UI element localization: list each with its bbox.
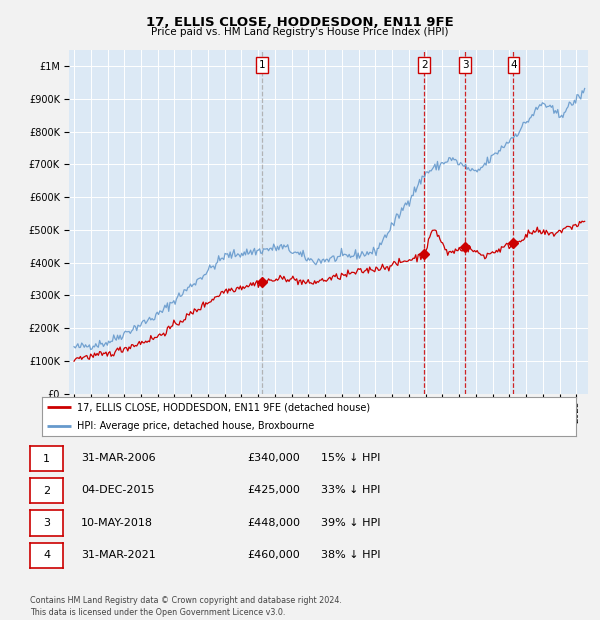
Text: 1: 1: [259, 60, 266, 70]
Text: Price paid vs. HM Land Registry's House Price Index (HPI): Price paid vs. HM Land Registry's House …: [151, 27, 449, 37]
Text: 3: 3: [462, 60, 469, 70]
Text: 31-MAR-2021: 31-MAR-2021: [81, 550, 156, 560]
Text: 3: 3: [43, 518, 50, 528]
Text: £448,000: £448,000: [247, 518, 300, 528]
Text: 39% ↓ HPI: 39% ↓ HPI: [321, 518, 380, 528]
Text: 2: 2: [421, 60, 428, 70]
Text: 33% ↓ HPI: 33% ↓ HPI: [321, 485, 380, 495]
Text: 4: 4: [510, 60, 517, 70]
Text: £340,000: £340,000: [247, 453, 300, 463]
Text: 31-MAR-2006: 31-MAR-2006: [81, 453, 155, 463]
Text: 38% ↓ HPI: 38% ↓ HPI: [321, 550, 380, 560]
Text: Contains HM Land Registry data © Crown copyright and database right 2024.
This d: Contains HM Land Registry data © Crown c…: [30, 596, 342, 617]
Text: HPI: Average price, detached house, Broxbourne: HPI: Average price, detached house, Brox…: [77, 421, 314, 431]
Text: 10-MAY-2018: 10-MAY-2018: [81, 518, 153, 528]
Text: 17, ELLIS CLOSE, HODDESDON, EN11 9FE (detached house): 17, ELLIS CLOSE, HODDESDON, EN11 9FE (de…: [77, 402, 370, 412]
Text: 1: 1: [43, 453, 50, 464]
Text: £460,000: £460,000: [247, 550, 300, 560]
Text: 4: 4: [43, 550, 50, 560]
Text: £425,000: £425,000: [247, 485, 300, 495]
Text: 04-DEC-2015: 04-DEC-2015: [81, 485, 155, 495]
Text: 2: 2: [43, 485, 50, 496]
Text: 17, ELLIS CLOSE, HODDESDON, EN11 9FE: 17, ELLIS CLOSE, HODDESDON, EN11 9FE: [146, 16, 454, 29]
Text: 15% ↓ HPI: 15% ↓ HPI: [321, 453, 380, 463]
